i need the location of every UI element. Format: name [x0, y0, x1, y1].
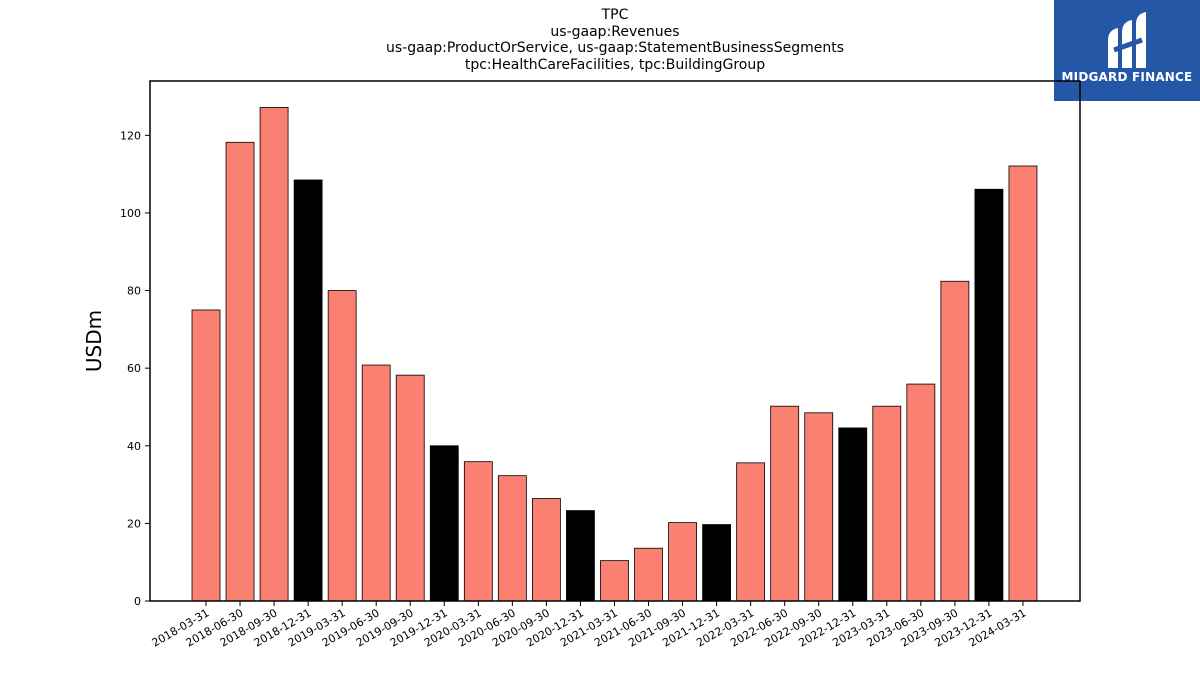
- bar-2018-12-31: [293, 179, 323, 602]
- y-tick-label: 80: [127, 285, 141, 298]
- bar-2020-06-30: [497, 475, 527, 602]
- title-line-axes: us-gaap:ProductOrService, us-gaap:Statem…: [385, 40, 844, 56]
- bar-2018-03-31: [191, 309, 221, 602]
- title-line-members: tpc:HealthCareFacilities, tpc:BuildingGr…: [464, 56, 766, 73]
- y-tick-label: 20: [127, 517, 141, 530]
- x-axis: 2018-03-312018-06-302018-09-302018-12-31…: [150, 601, 1028, 650]
- plot-frame: [149, 80, 1081, 602]
- chart-title: TPC us-gaap:Revenues us-gaap:ProductOrSe…: [215, 7, 1015, 73]
- bar-2021-06-30: [634, 547, 663, 602]
- bar-2020-09-30: [532, 498, 561, 602]
- bar-2023-09-30: [940, 280, 970, 602]
- y-tick-label: 0: [134, 595, 141, 608]
- bar-2021-09-30: [668, 522, 697, 602]
- bar-2023-06-30: [906, 383, 936, 602]
- bar-2022-09-30: [804, 412, 834, 602]
- y-axis-label: USDm: [82, 310, 106, 372]
- y-axis: 0 20 40 60 80 100 120: [120, 129, 150, 608]
- title-line-ticker: TPC: [601, 7, 629, 23]
- bar-2020-12-31: [566, 510, 595, 602]
- bar-2023-12-31: [974, 188, 1004, 602]
- bar-2023-03-31: [872, 405, 902, 602]
- y-tick-label: 40: [127, 440, 141, 453]
- bar-2024-03-31: [1008, 165, 1038, 602]
- bar-2019-06-30: [361, 364, 391, 602]
- brand-name: MIDGARD FINANCE: [1061, 70, 1193, 84]
- bar-2019-12-31: [429, 445, 459, 602]
- bar-2019-03-31: [327, 290, 357, 602]
- bar-2021-03-31: [600, 560, 629, 602]
- bar-2022-06-30: [770, 405, 800, 602]
- bar-2018-09-30: [259, 106, 289, 602]
- y-tick-label: 120: [120, 129, 141, 142]
- y-tick-label: 100: [120, 207, 141, 220]
- brand-logo: MIDGARD FINANCE: [1054, 0, 1200, 101]
- bars-group: [191, 106, 1038, 602]
- bar-2022-12-31: [838, 427, 868, 602]
- bar-2022-03-31: [736, 462, 766, 602]
- bar-2020-03-31: [463, 461, 493, 602]
- midgard-logo-icon: [1108, 12, 1146, 68]
- title-line-concept: us-gaap:Revenues: [550, 23, 680, 40]
- bar-2021-12-31: [702, 524, 731, 602]
- bar-2018-06-30: [225, 141, 255, 602]
- y-tick-label: 60: [127, 362, 141, 375]
- bar-2019-09-30: [395, 374, 425, 602]
